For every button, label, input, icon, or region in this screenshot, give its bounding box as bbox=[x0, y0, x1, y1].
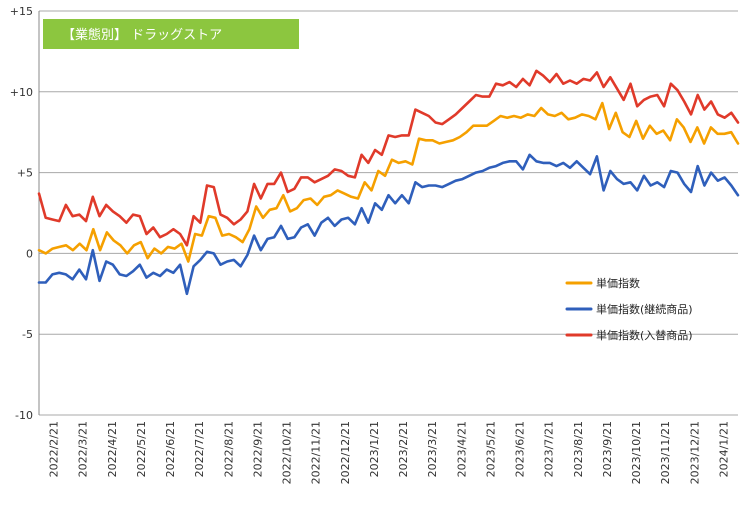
x-tick-label: 2022/6/21 bbox=[164, 421, 177, 477]
x-tick-label: 2023/5/21 bbox=[484, 421, 497, 477]
x-tick-label: 2023/6/21 bbox=[514, 421, 527, 477]
x-tick-label: 2023/1/21 bbox=[368, 421, 381, 477]
gridlines bbox=[39, 10, 738, 416]
x-tick-label: 2022/10/21 bbox=[281, 421, 294, 484]
chart-title-box: 【業態別】 ドラッグストア bbox=[43, 19, 299, 49]
y-tick-label: -5 bbox=[22, 328, 33, 341]
x-tick-label: 2022/9/21 bbox=[251, 421, 264, 477]
x-tick-label: 2022/2/21 bbox=[48, 421, 61, 477]
series-lines bbox=[37, 69, 740, 296]
x-tick-label: 2023/3/21 bbox=[426, 421, 439, 477]
legend-label: 単価指数(入替商品) bbox=[596, 328, 693, 342]
x-tick-label: 2022/3/21 bbox=[77, 421, 90, 477]
x-axis-tick-labels: 2022/2/21 2022/3/21 2022/4/21 2022/5/21 2022… bbox=[48, 421, 731, 484]
series-line-1 bbox=[37, 101, 740, 263]
title-background bbox=[43, 19, 299, 49]
y-tick-label: +10 bbox=[10, 86, 33, 99]
x-tick-label: 2023/9/21 bbox=[601, 421, 614, 477]
x-tick-label: 2023/8/21 bbox=[572, 421, 585, 477]
legend-label: 単価指数(継続商品) bbox=[596, 302, 693, 316]
x-tick-label: 2023/10/21 bbox=[630, 421, 643, 484]
x-tick-label: 2022/8/21 bbox=[222, 421, 235, 477]
x-tick-label: 2023/7/21 bbox=[543, 421, 556, 477]
y-tick-label: 0 bbox=[26, 247, 33, 260]
x-tick-label: 2022/11/21 bbox=[310, 421, 323, 484]
x-tick-label: 2023/2/21 bbox=[397, 421, 410, 477]
x-tick-label: 2023/12/21 bbox=[688, 421, 701, 484]
legend-label: 単価指数 bbox=[596, 276, 640, 290]
y-axis-tick-labels: +15 +10 +5 0 -5 -10 bbox=[10, 5, 33, 422]
x-tick-label: 2022/4/21 bbox=[106, 421, 119, 477]
series-line-2 bbox=[37, 153, 740, 296]
x-tick-label: 2022/12/21 bbox=[339, 421, 352, 484]
y-tick-label: -10 bbox=[15, 409, 33, 422]
chart-title: 【業態別】 ドラッグストア bbox=[62, 27, 222, 43]
x-tick-label: 2023/4/21 bbox=[455, 421, 468, 477]
series-line-3 bbox=[37, 69, 740, 247]
x-tick-label: 2022/7/21 bbox=[193, 421, 206, 477]
x-tick-label: 2022/5/21 bbox=[135, 421, 148, 477]
x-tick-label: 2023/11/21 bbox=[659, 421, 672, 484]
y-tick-label: +5 bbox=[17, 167, 33, 180]
y-tick-label: +15 bbox=[10, 5, 33, 18]
x-tick-label: 2024/1/21 bbox=[717, 421, 730, 477]
